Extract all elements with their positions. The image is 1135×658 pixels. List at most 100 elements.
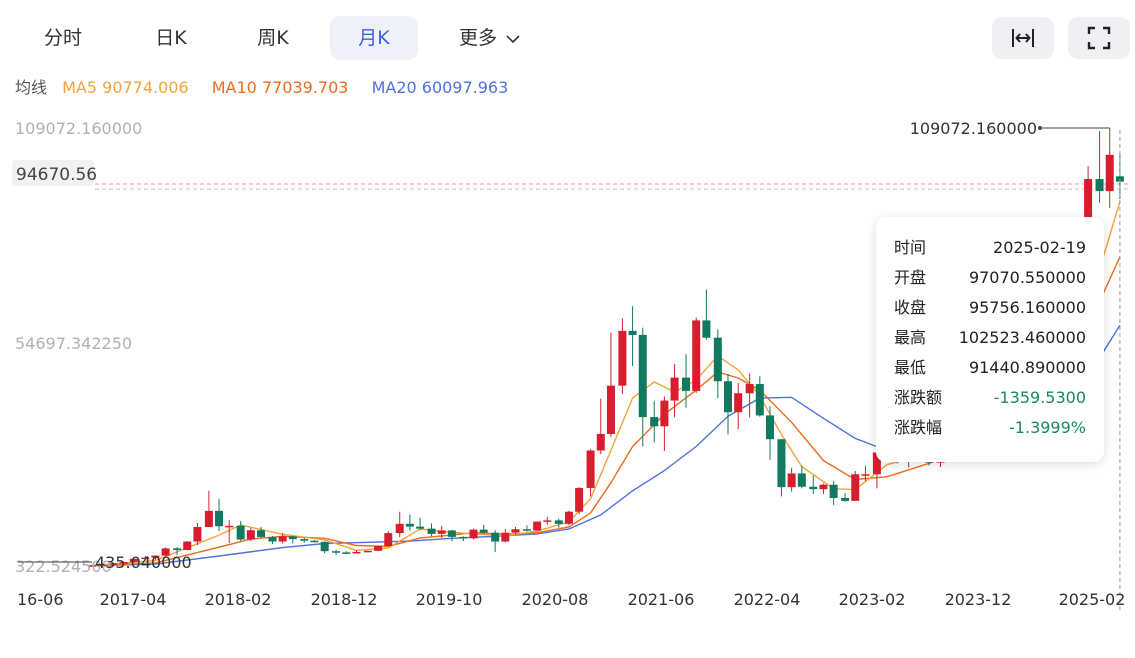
candle-body xyxy=(734,393,743,413)
max-price-label: 109072.160000 xyxy=(910,119,1037,138)
candle-body xyxy=(87,565,96,567)
candle-body xyxy=(278,536,287,542)
price-tag-bg xyxy=(12,160,94,186)
candle-body xyxy=(628,330,637,335)
candle-body xyxy=(724,381,733,413)
candle-body xyxy=(575,487,584,512)
candle-body xyxy=(97,564,106,567)
tooltip-key: 涨跌幅 xyxy=(894,418,943,437)
tooltip-row-change: 涨跌额 -1359.5300 xyxy=(894,383,1086,413)
candle-body xyxy=(787,473,796,488)
candle-body xyxy=(384,533,393,546)
candle-body xyxy=(829,484,838,499)
candle-body xyxy=(268,537,277,542)
candle-body xyxy=(586,450,595,488)
candle-body xyxy=(193,527,202,542)
tooltip-row-open: 开盘 97070.550000 xyxy=(894,263,1086,293)
candle-body xyxy=(638,334,647,418)
x-axis-label: 2021-06 xyxy=(628,590,695,609)
candle-body xyxy=(702,320,711,338)
fullscreen-icon xyxy=(1087,26,1111,50)
candle-body xyxy=(618,330,627,386)
tab-monthly-k[interactable]: 月K xyxy=(330,16,418,60)
candle-body xyxy=(129,558,138,563)
tooltip-value: -1.3999% xyxy=(1009,418,1086,437)
candle-body xyxy=(841,498,850,501)
candle-body xyxy=(765,415,774,440)
tooltip-key: 最高 xyxy=(894,328,927,347)
tooltip-value: 91440.890000 xyxy=(968,358,1086,377)
candle-body xyxy=(300,539,309,541)
tab-label: 更多 xyxy=(458,27,497,49)
chevron-down-icon xyxy=(506,34,520,43)
tab-timeshare[interactable]: 分时 xyxy=(16,16,110,60)
x-axis-label: 2022-04 xyxy=(734,590,801,609)
candlestick-chart[interactable]: 109072.16000054697.342250322.52450094670… xyxy=(0,100,1135,610)
candle-body xyxy=(861,474,870,476)
candle-body xyxy=(606,385,615,434)
tab-label: 分时 xyxy=(43,27,82,49)
x-axis-label: 2020-08 xyxy=(522,590,589,609)
tab-label: 周K xyxy=(257,27,289,49)
tooltip-value: 2025-02-19 xyxy=(993,238,1086,257)
candle-body xyxy=(660,400,669,427)
min-price-label: 435.040000 xyxy=(95,553,192,572)
candle-body xyxy=(109,563,118,565)
candle-body xyxy=(320,541,329,552)
x-axis-label: 16-06 xyxy=(17,590,64,609)
candle-body xyxy=(670,377,679,401)
candle-body xyxy=(469,529,478,539)
candle-body xyxy=(332,551,341,553)
candle-body xyxy=(809,486,818,490)
ma10-value: MA10 77039.703 xyxy=(211,78,349,97)
tooltip-value: 97070.550000 xyxy=(968,268,1086,287)
candle-body xyxy=(119,562,128,564)
candle-body xyxy=(437,530,446,534)
candle-body xyxy=(755,384,764,416)
candle-body xyxy=(564,511,573,524)
fit-width-icon xyxy=(1012,29,1034,47)
candle-body xyxy=(533,521,542,531)
y-axis-label: 54697.342250 xyxy=(15,334,132,353)
fit-width-button[interactable] xyxy=(992,17,1054,59)
candle-body xyxy=(151,555,160,558)
tooltip-key: 收盘 xyxy=(894,298,927,317)
candle-body xyxy=(342,552,351,554)
candle-body xyxy=(650,417,659,427)
candle-body xyxy=(851,474,860,501)
max-leader-dot xyxy=(1038,126,1042,131)
candle-body xyxy=(491,532,500,542)
candle-body xyxy=(363,550,372,553)
x-axis-label: 2018-12 xyxy=(311,590,378,609)
x-axis-label: 2023-02 xyxy=(839,590,906,609)
candle-body xyxy=(215,510,224,527)
tooltip-row-change-pct: 涨跌幅 -1.3999% xyxy=(894,413,1086,443)
candle-body xyxy=(479,529,488,533)
x-axis-label: 2017-04 xyxy=(100,590,167,609)
ma-legend: 均线 MA5 90774.006 MA10 77039.703 MA20 600… xyxy=(15,74,526,98)
x-axis-label: 2023-12 xyxy=(945,590,1012,609)
candle-body xyxy=(183,541,192,550)
candle-body xyxy=(288,536,297,540)
tooltip-value: -1359.5300 xyxy=(993,388,1086,407)
candle-body xyxy=(511,529,520,533)
candle-body xyxy=(1095,179,1104,192)
ma-legend-label: 均线 xyxy=(15,78,48,97)
candle-body xyxy=(692,320,701,391)
tab-daily-k[interactable]: 日K xyxy=(124,16,218,60)
tab-label: 日K xyxy=(155,27,187,49)
fullscreen-button[interactable] xyxy=(1068,17,1130,59)
candle-body xyxy=(745,384,754,394)
candle-body xyxy=(459,536,468,539)
candle-body xyxy=(161,548,170,556)
candle-body xyxy=(225,525,234,528)
period-tabs: 分时 日K 周K 月K 更多 xyxy=(0,16,700,62)
tab-weekly-k[interactable]: 周K xyxy=(226,16,320,60)
candle-body xyxy=(777,439,786,488)
candle-body xyxy=(596,433,605,451)
tooltip-row-time: 时间 2025-02-19 xyxy=(894,233,1086,263)
candle-body xyxy=(236,525,245,540)
candle-body xyxy=(872,452,881,475)
tab-more[interactable]: 更多 xyxy=(440,16,540,60)
candle-body xyxy=(246,530,255,540)
